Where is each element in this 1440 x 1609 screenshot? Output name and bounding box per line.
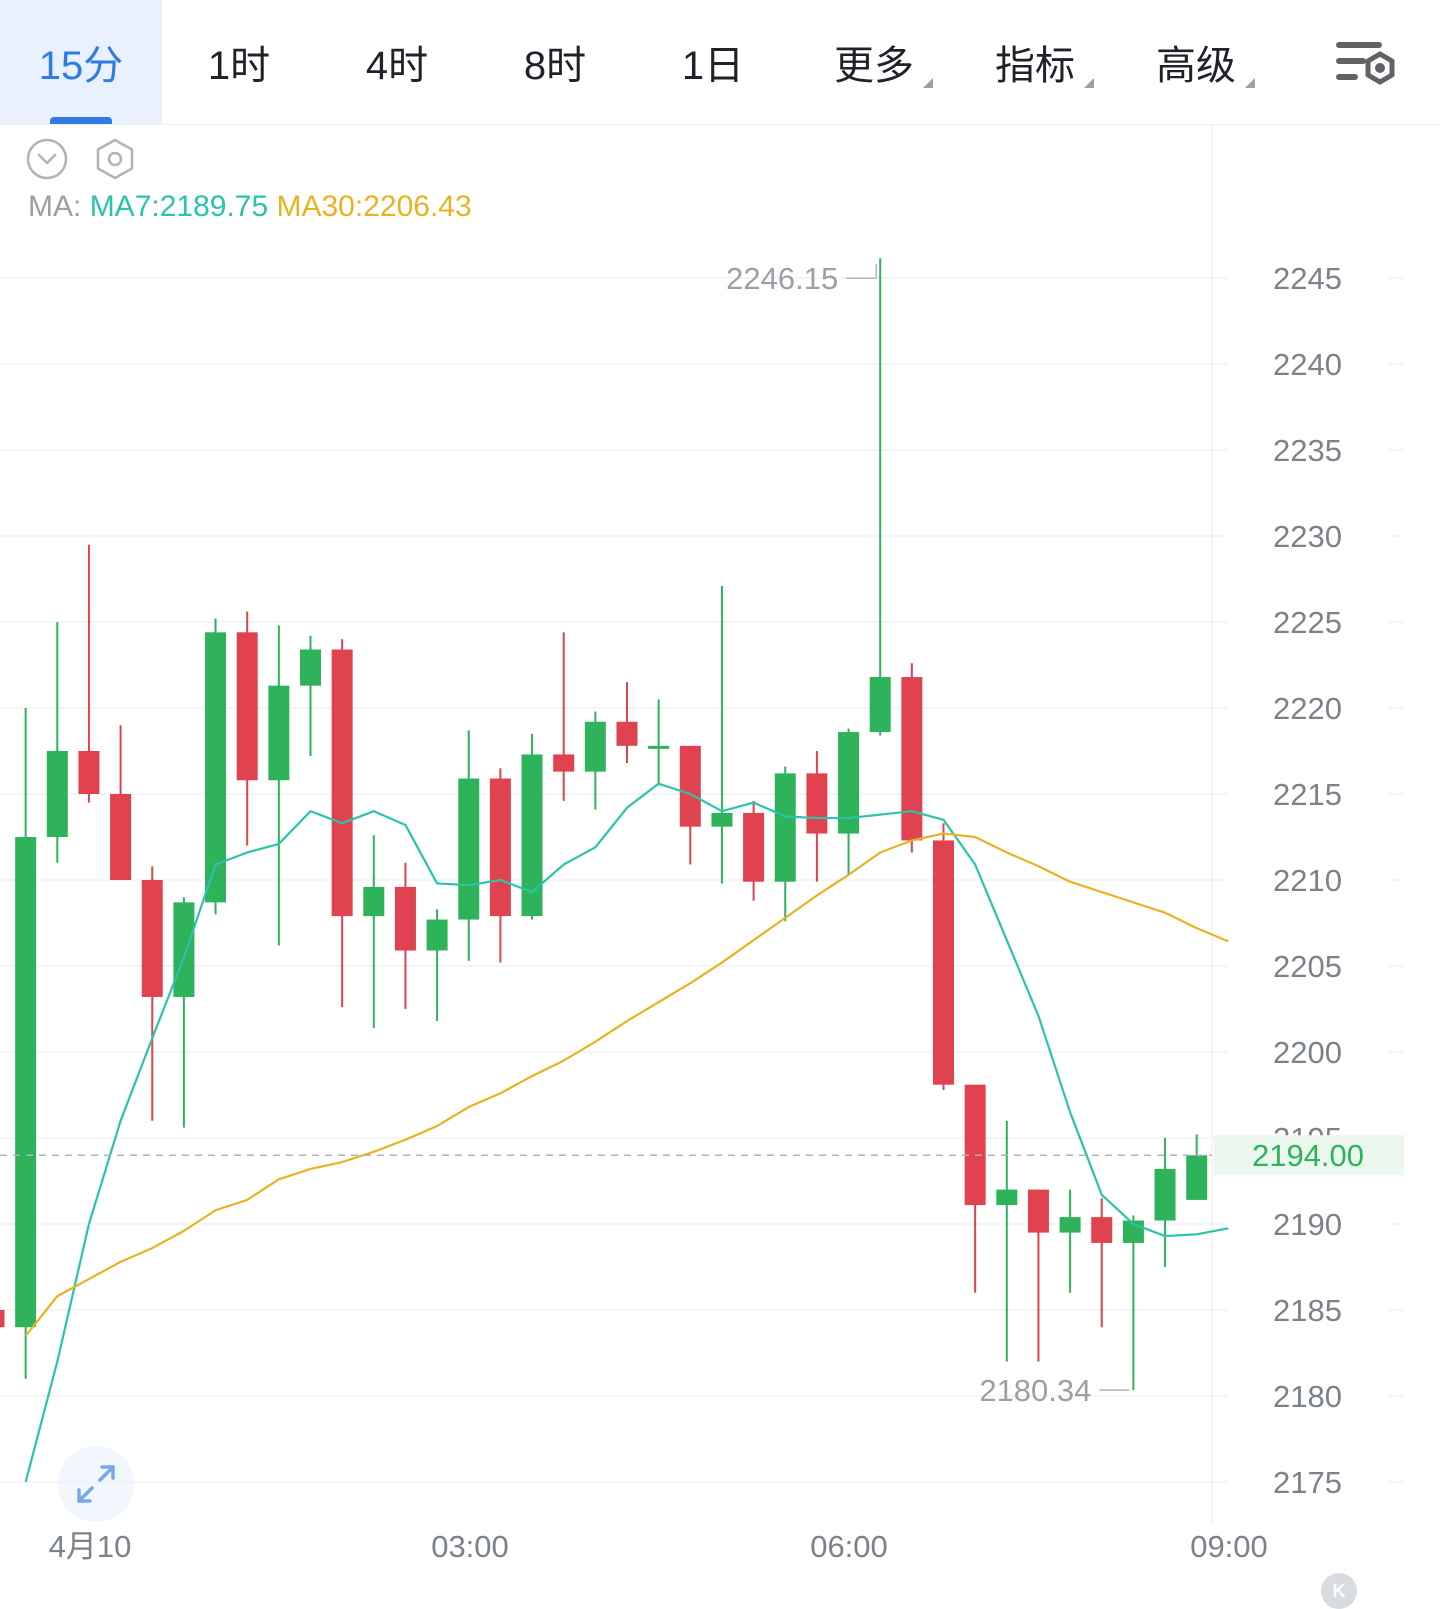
candle-body (1154, 1168, 1176, 1221)
y-tick-label: 2235 (1273, 433, 1342, 468)
candle-body (0, 1310, 5, 1328)
tab-label: 15分 (38, 44, 124, 88)
tab-label: 4时 (365, 44, 429, 88)
y-tick-label: 2205 (1273, 949, 1342, 984)
candle-body (679, 745, 701, 827)
tab-advanced-dropdown[interactable]: 高级 (1115, 0, 1277, 124)
ma-prefix: MA: (28, 190, 82, 223)
collapse-button[interactable] (26, 138, 68, 180)
candle-body (521, 754, 543, 917)
y-tick-label: 2175 (1273, 1465, 1342, 1500)
k-logo-icon: K (1321, 1573, 1357, 1609)
y-tick-label: 2230 (1273, 519, 1342, 554)
y-tick-label: 2220 (1273, 691, 1342, 726)
candle-body (268, 685, 290, 781)
candle-body (363, 886, 385, 917)
x-tick-label: 06:00 (810, 1529, 888, 1564)
candle-body (78, 751, 100, 794)
candle-body (1059, 1217, 1081, 1233)
candle-body (743, 812, 765, 882)
tab-8h[interactable]: 8时 (474, 0, 636, 124)
badge-text: K (1332, 1580, 1346, 1601)
candle-body (774, 773, 796, 882)
candle-body (300, 649, 321, 686)
max-price-label: 2246.15 (726, 261, 838, 296)
candle-body (806, 773, 828, 834)
candle-body (1186, 1155, 1208, 1200)
y-tick-label: 2240 (1273, 347, 1342, 382)
dropdown-caret-icon (1245, 78, 1255, 88)
tab-label: 更多 (834, 44, 914, 88)
tab-indicators-dropdown[interactable]: 指标 (954, 0, 1116, 124)
ma30-line (24, 832, 1229, 1337)
ma-legend: MA: MA7:2189.75 MA30:2206.43 (28, 190, 472, 224)
candle-body (331, 649, 353, 917)
x-tick-label: 4月10 (49, 1529, 132, 1564)
candle-body (711, 812, 733, 827)
expand-arrows-icon (77, 1465, 115, 1503)
tab-4h[interactable]: 4时 (316, 0, 478, 124)
ma7-value: MA7:2189.75 (89, 190, 269, 223)
tab-label: 高级 (1156, 44, 1236, 88)
candle-body (110, 794, 132, 880)
tab-label: 指标 (995, 44, 1075, 88)
tab-label: 1日 (681, 44, 745, 88)
candle-body (1027, 1189, 1049, 1233)
tab-more-dropdown[interactable]: 更多 (793, 0, 955, 124)
tab-15min[interactable]: 15分 (0, 0, 162, 124)
min-price-label: 2180.34 (979, 1373, 1091, 1408)
candle-body (869, 677, 891, 733)
candle-body (964, 1084, 986, 1206)
dropdown-caret-icon (1084, 78, 1094, 88)
candle-body (426, 919, 448, 951)
tab-1h[interactable]: 1时 (158, 0, 320, 124)
candle-body (173, 902, 195, 997)
last-price-label: 2194.00 (1252, 1138, 1364, 1173)
y-tick-label: 2185 (1273, 1293, 1342, 1328)
tab-label: 8时 (523, 44, 587, 88)
candle-body (584, 721, 606, 772)
candle-body (648, 745, 670, 749)
candle-body (838, 732, 860, 834)
candle-body (1091, 1217, 1113, 1243)
candle-body (394, 886, 416, 951)
candle-body (236, 632, 258, 781)
candle-body (15, 837, 37, 1328)
candle-body (901, 677, 923, 841)
candle-body (141, 880, 163, 997)
chart-settings-icon (1336, 42, 1395, 85)
y-tick-label: 2180 (1273, 1379, 1342, 1414)
expand-chart-button[interactable] (58, 1446, 134, 1522)
y-tick-label: 2215 (1273, 777, 1342, 812)
x-tick-label: 03:00 (431, 1529, 509, 1564)
indicator-settings-button[interactable] (94, 138, 136, 180)
tab-1d[interactable]: 1日 (632, 0, 794, 124)
y-tick-label: 2200 (1273, 1035, 1342, 1070)
interval-tab-bar: 15分 1时 4时 8时 1日 更多 指标 高级 (0, 0, 1440, 125)
y-tick-label: 2190 (1273, 1207, 1342, 1242)
dropdown-caret-icon (923, 78, 933, 88)
candle-body (205, 632, 227, 903)
y-tick-label: 2245 (1273, 261, 1342, 296)
chevron-down-circle-icon (26, 138, 68, 180)
chart-settings-button[interactable] (1336, 38, 1406, 92)
y-tick-label: 2210 (1273, 863, 1342, 898)
ma30-value: MA30:2206.43 (276, 190, 472, 223)
candle-body (46, 751, 68, 837)
candle-body (489, 778, 511, 917)
last-price-badge (1214, 1135, 1404, 1176)
hexagon-settings-icon (96, 138, 134, 180)
candle-body (458, 778, 480, 920)
candle-body (996, 1189, 1018, 1206)
ma7-line (24, 782, 1229, 1483)
candle-body (553, 754, 575, 772)
tab-label: 1时 (207, 44, 271, 88)
candle-body (933, 840, 954, 1085)
x-tick-label: 09:00 (1190, 1529, 1268, 1564)
y-tick-label: 2225 (1273, 605, 1342, 640)
candle-body (616, 721, 638, 746)
